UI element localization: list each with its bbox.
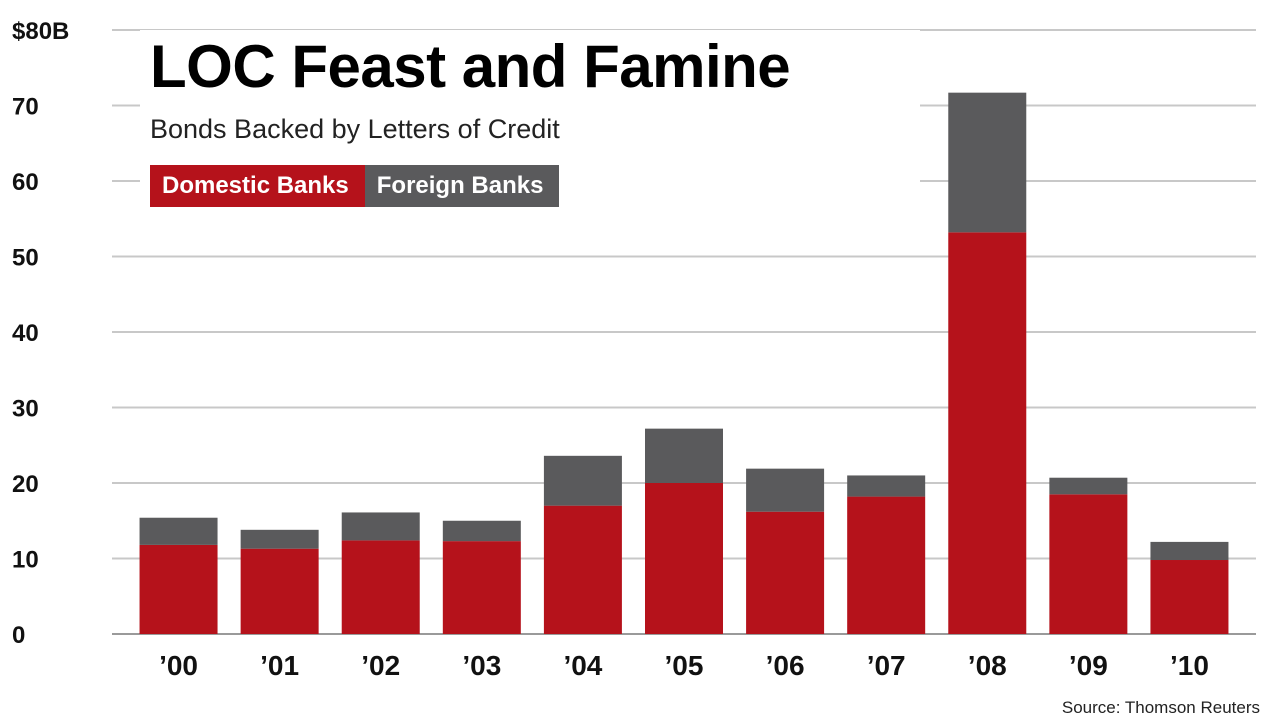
x-tick-label: ’09	[1069, 650, 1108, 681]
bar-foreign-banks	[847, 475, 926, 497]
title-block: LOC Feast and Famine Bonds Backed by Let…	[140, 30, 920, 220]
x-tick-label: ’07	[867, 650, 906, 681]
y-tick-label: 50	[12, 245, 39, 272]
x-tick-label: ’00	[159, 650, 198, 681]
chart-title: LOC Feast and Famine	[150, 33, 791, 100]
bar-domestic-banks	[948, 232, 1027, 634]
legend: Domestic Banks Foreign Banks	[150, 165, 560, 207]
bar-domestic-banks	[645, 483, 723, 634]
y-tick-label: 60	[12, 169, 39, 196]
bar-foreign-banks	[139, 517, 218, 545]
source-note: Source: Thomson Reuters	[1061, 698, 1260, 717]
bar-foreign-banks	[645, 428, 723, 483]
bar-domestic-banks	[746, 511, 825, 634]
bar-domestic-banks	[442, 541, 521, 634]
x-tick-label: ’02	[361, 650, 400, 681]
y-tick-label: 70	[12, 94, 39, 121]
x-axis: ’00 ’01 ’02 ’03 ’04 ’05 ’06 ’07 ’08 ’09 ’10	[159, 650, 1209, 681]
bar-domestic-banks	[1150, 560, 1229, 634]
x-tick-label: ’06	[766, 650, 805, 681]
bar-domestic-banks	[139, 544, 218, 634]
bar-domestic-banks	[1049, 494, 1128, 634]
x-tick-label: ’01	[260, 650, 299, 681]
bar-domestic-banks	[847, 496, 926, 634]
bar-foreign-banks	[240, 529, 319, 549]
bar-domestic-banks	[341, 540, 420, 634]
y-tick-label: 30	[12, 396, 39, 423]
legend-item-domestic-banks: Domestic Banks	[150, 165, 365, 207]
bar-foreign-banks	[1150, 541, 1229, 561]
bar-foreign-banks	[341, 512, 420, 541]
legend-item-foreign-banks: Foreign Banks	[364, 165, 560, 207]
bar-foreign-banks	[746, 468, 825, 512]
bar-domestic-banks	[240, 548, 319, 634]
x-tick-label: ’05	[665, 650, 704, 681]
chart-subtitle: Bonds Backed by Letters of Credit	[150, 114, 560, 144]
y-tick-label: 40	[12, 320, 39, 347]
bars	[139, 92, 1229, 634]
y-axis: 0 10 20 30 40 50 60 70 $80B	[12, 18, 69, 649]
y-tick-label-max: $80B	[12, 18, 69, 45]
x-tick-label: ’04	[563, 650, 602, 681]
bar-foreign-banks	[442, 520, 521, 542]
y-tick-label: 10	[12, 547, 39, 574]
y-tick-label: 0	[12, 622, 25, 649]
y-tick-label: 20	[12, 471, 39, 498]
bar-domestic-banks	[543, 505, 622, 634]
bar-foreign-banks	[948, 92, 1027, 233]
x-tick-label: ’10	[1170, 650, 1209, 681]
bar-foreign-banks	[543, 455, 622, 506]
x-tick-label: ’03	[462, 650, 501, 681]
bar-foreign-banks	[1049, 477, 1128, 495]
x-tick-label: ’08	[968, 650, 1007, 681]
